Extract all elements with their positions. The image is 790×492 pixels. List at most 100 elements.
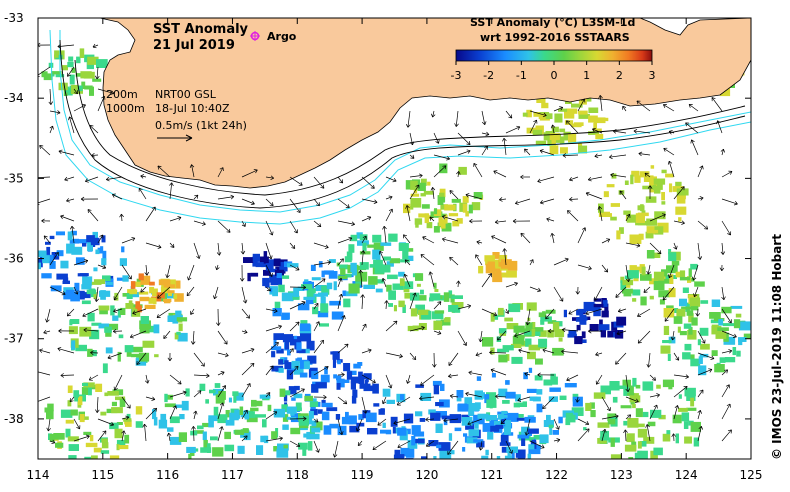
sst-pixel <box>346 371 353 380</box>
current-vector <box>140 286 147 293</box>
sst-pixel <box>321 411 330 421</box>
sst-pixel <box>292 295 300 300</box>
sst-pixel <box>482 337 494 347</box>
sst-pixel <box>439 461 448 469</box>
current-vector <box>721 170 733 178</box>
sst-pixel <box>683 323 692 329</box>
sst-pixel <box>210 436 218 441</box>
sst-pixel <box>303 433 311 438</box>
sst-pixel <box>38 262 41 270</box>
sst-pixel <box>434 310 445 314</box>
sst-pixel <box>174 293 184 302</box>
sst-pixel <box>341 416 353 425</box>
current-vector <box>382 225 387 244</box>
sst-pixel <box>105 330 112 337</box>
sst-pixel <box>641 210 646 215</box>
sst-pixel <box>549 145 559 155</box>
sst-pixel <box>645 231 654 239</box>
current-vector <box>265 436 283 442</box>
sst-pixel <box>393 305 397 312</box>
sst-pixel <box>98 323 110 329</box>
current-vector <box>529 119 538 134</box>
current-vector <box>601 238 611 244</box>
current-vector <box>662 104 675 112</box>
current-vector <box>697 196 704 201</box>
sst-pixel <box>115 396 126 401</box>
sst-pixel <box>51 71 62 75</box>
sst-pixel <box>474 390 483 400</box>
sst-pixel <box>571 407 584 416</box>
sst-pixel <box>296 349 306 354</box>
sst-pixel <box>333 281 337 291</box>
sst-pixel <box>595 133 604 140</box>
sst-pixel <box>283 390 291 396</box>
current-vector <box>393 418 411 426</box>
sst-pixel <box>47 403 54 412</box>
sst-pixel <box>662 433 671 442</box>
current-vector <box>73 259 89 266</box>
sst-pixel <box>321 285 330 295</box>
sst-pixel <box>672 414 682 424</box>
sst-pixel <box>232 391 239 396</box>
current-vector <box>721 384 730 398</box>
current-vector <box>647 185 653 200</box>
sst-pixel <box>299 424 309 429</box>
current-vector <box>443 418 459 423</box>
sst-pixel <box>497 348 510 353</box>
current-vector <box>361 176 375 189</box>
sst-pixel <box>383 256 391 261</box>
sst-pixel <box>252 253 260 262</box>
current-source-label: NRT00 GSL <box>155 88 217 101</box>
argo-label: Argo <box>267 30 297 43</box>
sst-pixel <box>234 429 244 435</box>
current-vector <box>721 369 729 376</box>
sst-pixel <box>443 292 450 302</box>
current-vector <box>601 396 611 412</box>
sst-pixel <box>410 193 420 197</box>
sst-pixel <box>599 319 603 329</box>
sst-pixel <box>699 353 709 358</box>
current-vector <box>241 383 251 398</box>
current-vector <box>638 151 651 157</box>
sst-pixel <box>254 414 266 418</box>
sst-pixel <box>604 458 613 459</box>
sst-pixel <box>67 400 72 407</box>
sst-pixel <box>308 288 316 294</box>
sst-pixel <box>732 347 737 356</box>
current-vector <box>721 286 726 301</box>
current-vector <box>240 242 246 255</box>
sst-pixel <box>68 326 78 335</box>
current-vector <box>625 242 641 248</box>
sst-pixel <box>684 343 692 351</box>
sst-pixel <box>106 282 113 286</box>
sst-pixel <box>428 409 436 415</box>
current-vector <box>481 273 492 288</box>
sst-pixel <box>440 204 448 210</box>
sst-pixel <box>700 300 709 304</box>
credit-label: © IMOS 23-Jul-2019 11:08 Hobart <box>770 234 784 460</box>
sst-pixel <box>174 332 179 340</box>
sst-pixel <box>402 250 409 260</box>
current-vector <box>550 232 555 244</box>
current-vector <box>697 242 703 260</box>
sst-pixel <box>486 392 497 400</box>
current-vector <box>144 374 150 384</box>
sst-pixel <box>356 422 365 427</box>
sst-pixel <box>547 330 554 338</box>
sst-pixel <box>662 379 674 388</box>
sst-pixel <box>337 379 350 383</box>
current-vector <box>425 417 435 422</box>
sst-pixel <box>138 291 149 295</box>
sst-pixel <box>730 305 743 309</box>
sst-pixel <box>324 270 334 275</box>
sst-pixel <box>49 433 55 442</box>
sst-pixel <box>543 379 553 386</box>
sst-pixel <box>609 381 620 391</box>
sst-pixel <box>324 367 328 375</box>
sst-pixel <box>660 345 671 354</box>
sst-pixel <box>309 401 319 407</box>
sst-pixel <box>79 326 92 337</box>
sst-pixel <box>164 403 176 408</box>
current-vector <box>241 347 255 354</box>
current-vector <box>49 286 66 296</box>
